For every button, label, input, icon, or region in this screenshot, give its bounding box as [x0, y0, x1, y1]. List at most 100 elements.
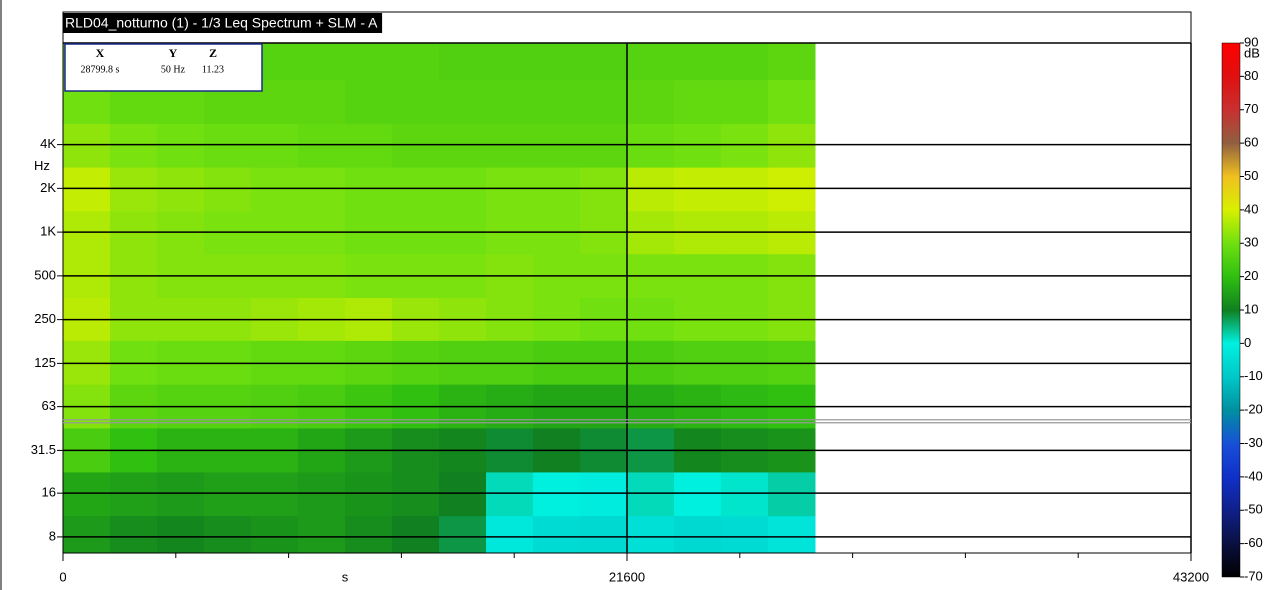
heatmap-cell	[486, 79, 534, 124]
heatmap-cell	[204, 471, 252, 517]
heatmap-cell	[721, 515, 769, 554]
heatmap-cell	[627, 79, 675, 124]
heatmap-cell	[157, 340, 205, 385]
heatmap-cell	[110, 471, 158, 517]
heatmap-cell	[345, 340, 393, 385]
heatmap-cell	[345, 167, 393, 212]
heatmap-cell	[580, 167, 628, 212]
y-tick-label: 63	[42, 398, 56, 413]
colorbar-tick-label: 50	[1244, 168, 1258, 183]
heatmap-cell	[298, 167, 346, 212]
cursor-header: X	[96, 46, 105, 60]
heatmap-cell	[63, 471, 111, 517]
heatmap-cell	[627, 167, 675, 212]
heatmap-cell	[110, 515, 158, 554]
heatmap-cell	[721, 79, 769, 124]
heatmap-cell	[157, 123, 205, 168]
y-tick-label: 1K	[40, 224, 56, 239]
heatmap-cell	[674, 123, 722, 168]
heatmap-cell	[533, 123, 581, 168]
heatmap-cell	[580, 340, 628, 385]
cursor-header: Y	[169, 46, 178, 60]
heatmap-cell	[580, 471, 628, 517]
heatmap-cell	[63, 515, 111, 554]
heatmap-cell	[768, 123, 816, 168]
heatmap-cell	[392, 471, 440, 517]
colorbar-tick-label: -30	[1244, 435, 1263, 450]
heatmap-cell	[674, 79, 722, 124]
heatmap-cell	[298, 340, 346, 385]
heatmap-cell	[533, 515, 581, 554]
heatmap-cell	[298, 515, 346, 554]
heatmap-cell	[768, 340, 816, 385]
heatmap-cell	[251, 123, 299, 168]
heatmap-cell	[251, 167, 299, 212]
y-tick-label: 500	[34, 267, 56, 282]
cursor-box	[64, 43, 263, 92]
heatmap-cell	[204, 515, 252, 554]
y-tick-label: 2K	[40, 180, 56, 195]
colorbar-tick-label: 80	[1244, 68, 1258, 83]
y-tick-label: 16	[42, 485, 56, 500]
heatmap-cell	[345, 43, 393, 81]
colorbar-tick-label: -50	[1244, 502, 1263, 517]
heatmap-cell	[110, 123, 158, 168]
colorbar-tick-label: 40	[1244, 201, 1258, 216]
heatmap-cell	[298, 79, 346, 124]
heatmap-cell	[580, 123, 628, 168]
heatmap-cell	[392, 515, 440, 554]
y-tick-label: 31.5	[31, 442, 56, 457]
heatmap-cell	[298, 123, 346, 168]
heatmap-cell	[439, 123, 487, 168]
heatmap-cell	[392, 79, 440, 124]
heatmap-cell	[486, 43, 534, 81]
cursor-header: Z	[209, 46, 217, 60]
heatmap-cell	[251, 515, 299, 554]
title-background	[63, 13, 383, 33]
heatmap-cell	[439, 167, 487, 212]
colorbar-label: dB	[1244, 45, 1260, 60]
heatmap-cell	[63, 123, 111, 168]
heatmap-cell	[392, 123, 440, 168]
heatmap-cell	[439, 515, 487, 554]
heatmap-cell	[768, 167, 816, 212]
heatmap-cell	[674, 340, 722, 385]
heatmap-cell	[486, 340, 534, 385]
heatmap-cell	[627, 340, 675, 385]
colorbar-tick-label: -60	[1244, 535, 1263, 550]
heatmap-cell	[674, 515, 722, 554]
heatmap-cell	[157, 167, 205, 212]
heatmap-cell	[298, 471, 346, 517]
heatmap-cell	[63, 167, 111, 212]
heatmap-cell	[533, 79, 581, 124]
colorbar-tick-label: -70	[1244, 568, 1263, 583]
heatmap-cell	[768, 79, 816, 124]
heatmap-cell	[392, 340, 440, 385]
colorbar-tick-label: 30	[1244, 235, 1258, 250]
heatmap-cell	[580, 43, 628, 81]
heatmap-cell	[486, 167, 534, 212]
heatmap-cell	[439, 471, 487, 517]
heatmap-cell	[627, 123, 675, 168]
heatmap-cell	[251, 340, 299, 385]
heatmap-cell	[721, 471, 769, 517]
heatmap-cell	[110, 340, 158, 385]
heatmap-cell	[627, 515, 675, 554]
colorbar-tick-label: 70	[1244, 101, 1258, 116]
heatmap-cell	[63, 340, 111, 385]
heatmap-cell	[768, 515, 816, 554]
heatmap-cell	[721, 123, 769, 168]
heatmap-cell	[627, 43, 675, 81]
heatmap-cell	[533, 43, 581, 81]
heatmap-cell	[674, 43, 722, 81]
heatmap-cell	[486, 515, 534, 554]
y-tick-label: 125	[34, 355, 56, 370]
heatmap-cell	[627, 471, 675, 517]
colorbar-tick-label: -40	[1244, 468, 1263, 483]
heatmap-cell	[721, 167, 769, 212]
cursor-x: 28799.8 s	[81, 64, 120, 75]
heatmap-cell	[439, 79, 487, 124]
colorbar-tick-label: 10	[1244, 301, 1258, 316]
heatmap-cell	[486, 123, 534, 168]
